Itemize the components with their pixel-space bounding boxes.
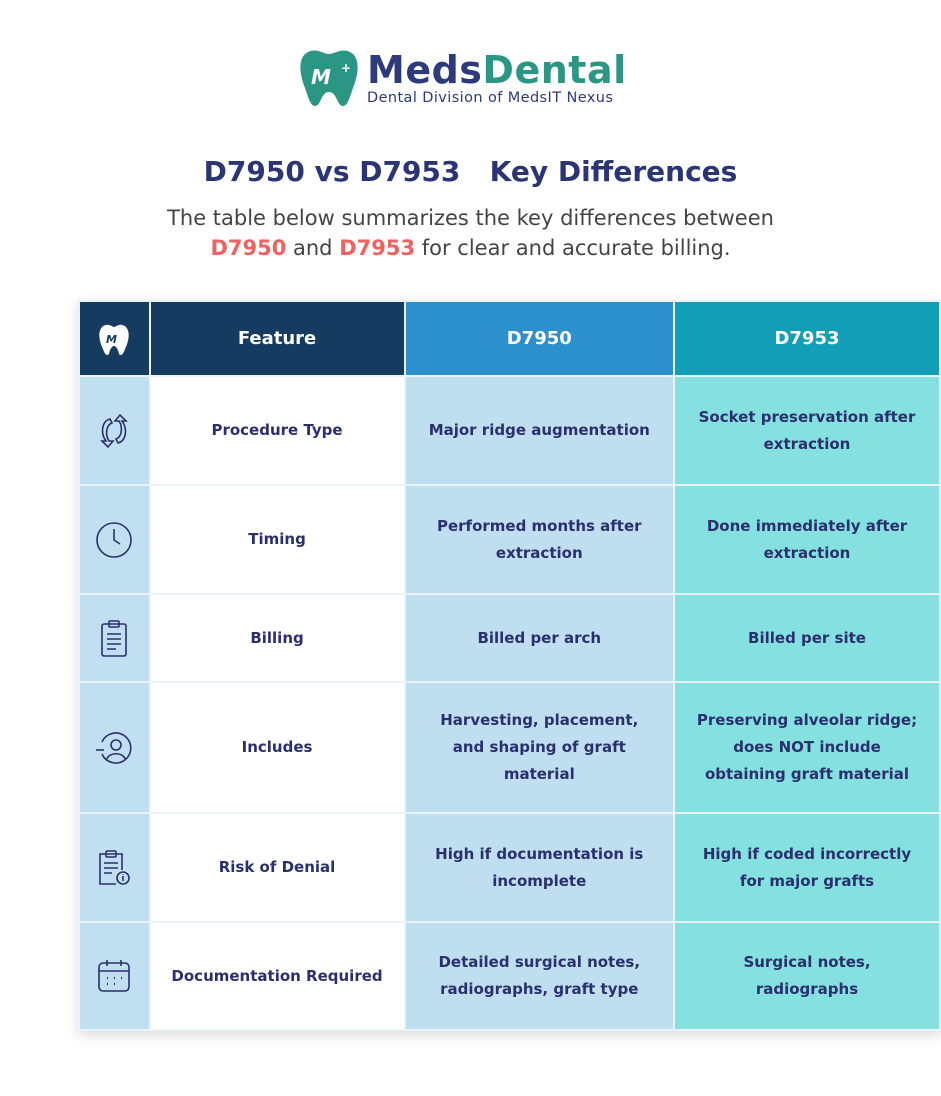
table-row: Timing Performed months after extraction… (78, 484, 941, 595)
feature-cell: Risk of Denial (148, 812, 406, 923)
page-subtitle: The table below summarizes the key diffe… (0, 203, 941, 263)
svg-text:+: + (341, 61, 351, 75)
d7953-cell: Surgical notes, radiographs (673, 921, 941, 1031)
brand-dental: Dental (482, 48, 627, 92)
d7950-cell: Detailed surgical notes, radiographs, gr… (403, 921, 676, 1031)
subtitle-and: and (286, 236, 340, 260)
logo: M + MedsDental Dental Division of MedsIT… (297, 48, 627, 108)
d7953-cell: Billed per site (673, 593, 941, 683)
clipboard-info-icon (99, 849, 131, 885)
table-row: Billing Billed per arch Billed per site (78, 593, 941, 683)
clipboard-icon (101, 620, 128, 657)
clock-icon (96, 521, 133, 558)
icon-cell (78, 375, 151, 486)
comparison-table: M Feature D7950 D7953 Procedure Type Maj… (78, 300, 941, 1031)
icon-cell (78, 921, 151, 1031)
header-d7953: D7953 (673, 300, 941, 377)
tooth-icon: M (99, 324, 129, 355)
subtitle-rest: for clear and accurate billing. (415, 236, 731, 260)
svg-text:M: M (106, 333, 117, 346)
table-row: Documentation Required Detailed surgical… (78, 921, 941, 1031)
table-row: Risk of Denial High if documentation is … (78, 812, 941, 923)
d7950-cell: Billed per arch (403, 593, 676, 683)
brand-name: MedsDental (367, 50, 627, 90)
refresh-arrows-icon (100, 413, 129, 448)
d7950-cell: Major ridge augmentation (403, 375, 676, 486)
page-title: D7950 vs D7953 Key Differences (203, 155, 738, 188)
icon-cell (78, 484, 151, 595)
subtitle-line2: D7950 and D7953 for clear and accurate b… (0, 233, 941, 263)
svg-text:M: M (311, 65, 331, 89)
feature-cell: Timing (148, 484, 406, 595)
brand-meds: Meds (367, 48, 483, 92)
icon-cell (78, 812, 151, 923)
table-row: Includes Harvesting, placement, and shap… (78, 681, 941, 814)
table-header-row: M Feature D7950 D7953 (78, 300, 941, 377)
d7953-cell: High if coded incorrectly for major graf… (673, 812, 941, 923)
d7953-cell: Preserving alveolar ridge; does NOT incl… (673, 681, 941, 814)
d7953-cell: Done immediately after extraction (673, 484, 941, 595)
brand-tagline: Dental Division of MedsIT Nexus (367, 90, 614, 106)
feature-cell: Billing (148, 593, 406, 683)
d7950-cell: Performed months after extraction (403, 484, 676, 595)
icon-cell (78, 681, 151, 814)
header-feature: Feature (148, 300, 406, 377)
icon-cell (78, 593, 151, 683)
feature-cell: Includes (148, 681, 406, 814)
calendar-icon (98, 960, 131, 992)
subtitle-line1: The table below summarizes the key diffe… (167, 206, 774, 230)
tooth-logo-icon: M + (300, 50, 358, 106)
table-row: Procedure Type Major ridge augmentation … (78, 375, 941, 486)
code-d7950: D7950 (210, 236, 287, 260)
feature-cell: Documentation Required (148, 921, 406, 1031)
header-logo-cell: M (78, 300, 151, 377)
d7950-cell: Harvesting, placement, and shaping of gr… (403, 681, 676, 814)
d7950-cell: High if documentation is incomplete (403, 812, 676, 923)
feature-cell: Procedure Type (148, 375, 406, 486)
header-d7950: D7950 (403, 300, 676, 377)
d7953-cell: Socket preservation after extraction (673, 375, 941, 486)
user-icon (96, 731, 132, 764)
code-d7953: D7953 (339, 236, 416, 260)
